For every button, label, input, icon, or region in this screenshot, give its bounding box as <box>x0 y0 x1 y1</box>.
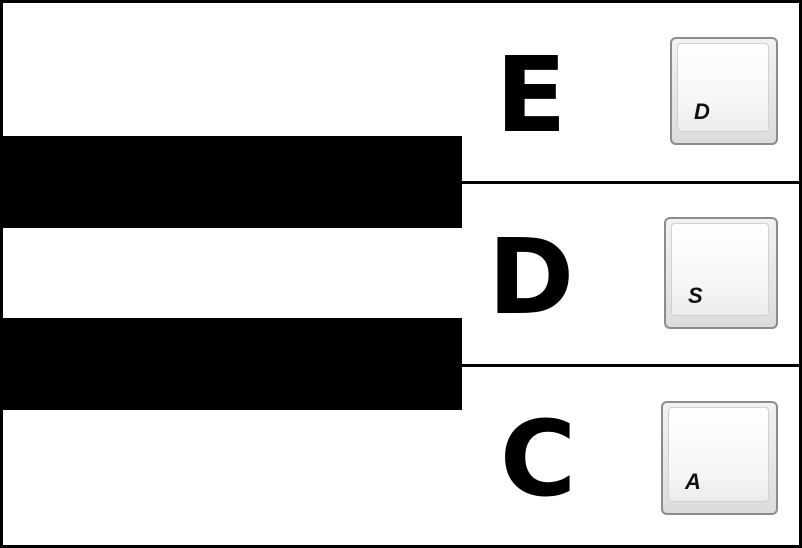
keycap-label: D <box>694 99 710 124</box>
note-letter-d: D <box>487 216 575 338</box>
keycap-top <box>671 223 769 316</box>
note-letter-c: C <box>499 398 577 520</box>
keycap-top <box>668 407 769 502</box>
keyboard-key-a: A <box>661 401 778 515</box>
row-divider <box>458 181 799 184</box>
keycap-label: S <box>688 283 703 308</box>
note-letter-e: E <box>495 34 567 156</box>
row-divider <box>458 364 799 367</box>
black-piano-key <box>3 136 462 228</box>
keycap-top <box>677 43 769 132</box>
keycap-label: A <box>685 469 701 494</box>
keyboard-key-s: S <box>664 217 778 329</box>
keyboard-key-d: D <box>670 37 778 145</box>
black-piano-key <box>3 318 462 410</box>
